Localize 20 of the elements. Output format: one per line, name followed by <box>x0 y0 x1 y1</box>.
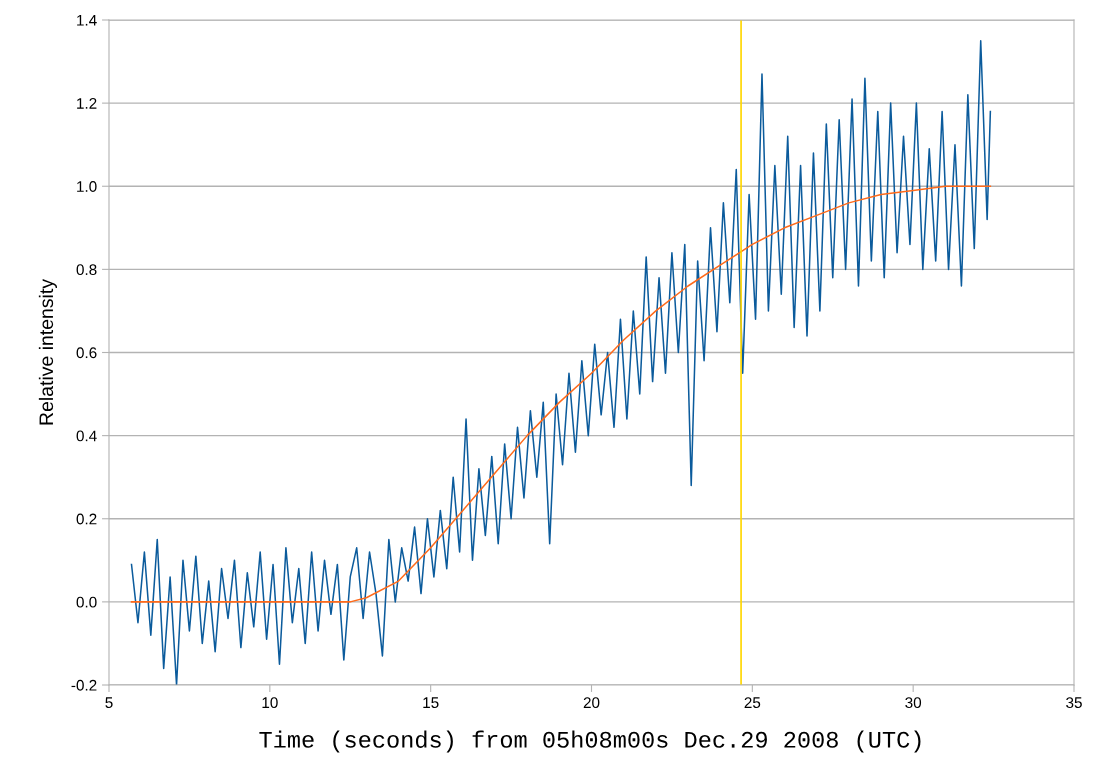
y-tick-label: 1.0 <box>77 181 97 192</box>
x-axis-title: Time (seconds) from 05h08m00s Dec.29 2008 (UTC) <box>259 730 921 753</box>
y-tick-label: 0.2 <box>76 513 97 525</box>
x-tick-label: 10 <box>262 697 278 709</box>
y-tick-label: 0.4 <box>76 430 97 442</box>
line-series <box>130 185 992 603</box>
x-tick-label: 30 <box>905 697 922 709</box>
x-tick-label: 5 <box>105 697 113 709</box>
y-tick-label: 0.6 <box>76 347 97 359</box>
y-tick-label: 0.0 <box>76 596 97 608</box>
y-axis-title: Relative intensity <box>38 279 57 425</box>
y-tick-label: 1.4 <box>77 15 97 26</box>
x-tick-label: 15 <box>423 697 439 709</box>
line-series <box>130 40 992 685</box>
y-tick-label: 0.8 <box>76 264 97 276</box>
y-tick-label: 1.2 <box>77 97 97 109</box>
x-tick-label: 20 <box>583 697 600 709</box>
y-tick-label: -0.2 <box>71 679 97 691</box>
x-tick-label: 25 <box>744 697 761 709</box>
x-tick-label: 35 <box>1066 697 1082 709</box>
